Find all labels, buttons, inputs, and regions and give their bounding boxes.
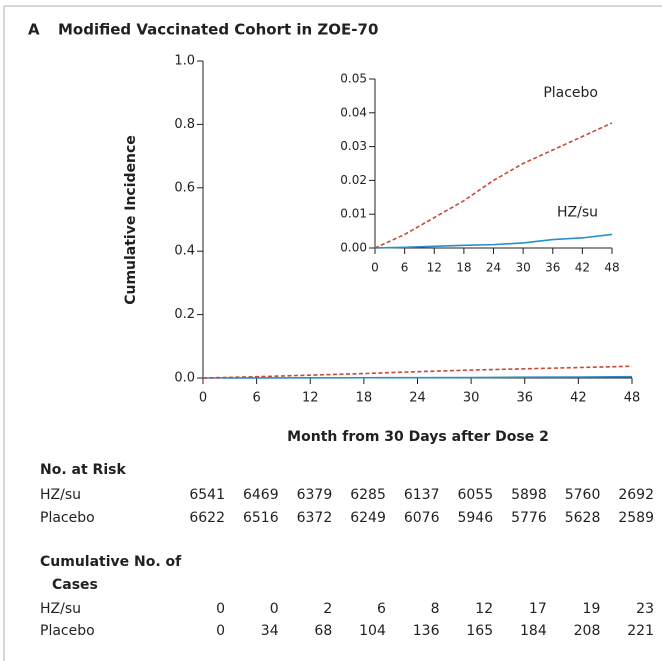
table-cell: 6055 <box>457 487 493 503</box>
x-tick-label: 6 <box>252 391 260 406</box>
table-cell: 6379 <box>297 487 333 503</box>
x-tick-label: 42 <box>570 391 587 406</box>
table-cell: 5946 <box>457 510 493 526</box>
table-cell: 6285 <box>350 487 386 503</box>
series-line <box>374 233 613 249</box>
table-cell: 34 <box>261 623 279 639</box>
x-tick-label: 48 <box>624 391 641 406</box>
x-axis-label: Month from 30 Days after Dose 2 <box>287 429 549 445</box>
table-cell: 6 <box>377 601 386 617</box>
cases-table-title: Cumulative No. of Cases <box>40 554 182 593</box>
y-tick-label: 1.0 <box>174 54 195 69</box>
table-cell: 6249 <box>350 510 386 526</box>
x-tick-label: 30 <box>463 391 480 406</box>
x-tick-label: 12 <box>427 261 442 275</box>
table-cell: 5760 <box>565 487 601 503</box>
table-cell: 6076 <box>404 510 440 526</box>
row-label: HZ/su <box>40 487 81 503</box>
x-tick-label: 0 <box>371 261 379 275</box>
table-cell: 6622 <box>189 510 225 526</box>
table-cell: 208 <box>574 623 601 639</box>
y-tick-label: 0.0 <box>174 371 195 386</box>
series-label: Placebo <box>543 85 598 101</box>
x-tick-label: 48 <box>604 261 619 275</box>
y-tick-label: 0.4 <box>174 244 195 259</box>
series-label: HZ/su <box>557 204 598 220</box>
x-tick-label: 24 <box>486 261 501 275</box>
y-tick-label: 0.2 <box>174 307 195 322</box>
table-cell: 0 <box>216 601 225 617</box>
series-line <box>202 365 633 379</box>
table-cell: 6137 <box>404 487 440 503</box>
table-cell: 221 <box>627 623 654 639</box>
y-tick-label: 0.03 <box>340 139 367 153</box>
table-cell: 5776 <box>511 510 547 526</box>
y-tick-label: 0.01 <box>340 207 367 221</box>
x-tick-label: 42 <box>575 261 590 275</box>
x-tick-label: 24 <box>409 391 426 406</box>
x-tick-label: 36 <box>545 261 560 275</box>
table-cell: 165 <box>466 623 493 639</box>
table-cell: 5628 <box>565 510 601 526</box>
y-axis-label: Cumulative Incidence <box>123 135 139 305</box>
y-tick-label: 0.6 <box>174 180 195 195</box>
row-label: Placebo <box>40 623 95 639</box>
table-cell: 2589 <box>618 510 654 526</box>
table-cell: 17 <box>529 601 547 617</box>
table-cell: 2692 <box>618 487 654 503</box>
x-tick-label: 18 <box>356 391 373 406</box>
x-tick-label: 12 <box>302 391 319 406</box>
table-cell: 136 <box>413 623 440 639</box>
table-cell: 0 <box>270 601 279 617</box>
table-cell: 8 <box>431 601 440 617</box>
series-line <box>374 122 613 249</box>
x-tick-label: 36 <box>516 391 533 406</box>
table-cell: 2 <box>323 601 332 617</box>
table-cell: 68 <box>314 623 332 639</box>
x-tick-label: 0 <box>199 391 207 406</box>
table-cell: 6541 <box>189 487 225 503</box>
table-cell: 23 <box>636 601 654 617</box>
x-tick-label: 6 <box>401 261 409 275</box>
chart-title: Modified Vaccinated Cohort in ZOE-70 <box>58 21 378 39</box>
row-label: HZ/su <box>40 601 81 617</box>
table-cell: 0 <box>216 623 225 639</box>
table-cell: 6372 <box>297 510 333 526</box>
x-tick-label: 30 <box>515 261 530 275</box>
table-cell: 6516 <box>243 510 279 526</box>
y-tick-label: 0.00 <box>340 241 367 255</box>
row-label: Placebo <box>40 510 95 526</box>
y-tick-label: 0.02 <box>340 173 367 187</box>
table-cell: 5898 <box>511 487 547 503</box>
table-cell: 104 <box>359 623 386 639</box>
x-tick-label: 18 <box>456 261 471 275</box>
panel-label: A <box>28 21 40 39</box>
table-cell: 12 <box>475 601 493 617</box>
series-line <box>202 375 633 379</box>
table-cell: 6469 <box>243 487 279 503</box>
table-cell: 19 <box>583 601 601 617</box>
y-tick-label: 0.8 <box>174 117 195 132</box>
risk-table-title: No. at Risk <box>40 462 126 478</box>
table-cell: 184 <box>520 623 547 639</box>
y-tick-label: 0.05 <box>340 72 367 86</box>
y-tick-label: 0.04 <box>340 105 367 119</box>
